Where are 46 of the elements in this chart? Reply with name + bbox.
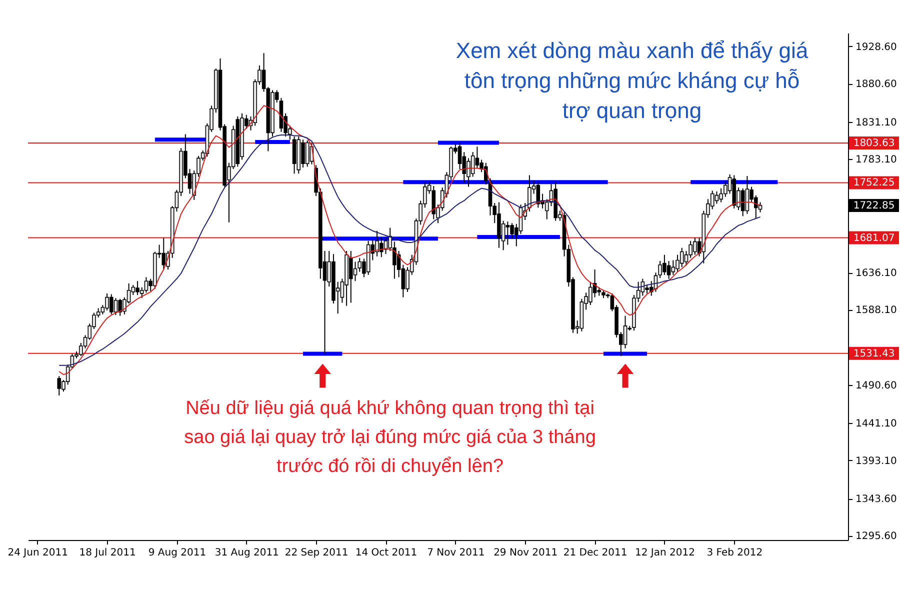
annotation: Nếu dữ liệu giá quá khứ không quan trọng thì tại sao giá lại quay trở lại đúng mức giá của 3 tháng trước đó rồi di chuyển lên? xyxy=(184,398,596,477)
y-tick-label: 1393.10 xyxy=(856,456,897,467)
ref-line-label: 1803.63 xyxy=(853,138,895,150)
ref-line-label: 1531.43 xyxy=(853,348,895,360)
x-tick-label: 31 Aug 2011 xyxy=(214,548,279,558)
y-tick-label: 1588.10 xyxy=(856,305,897,316)
x-tick-label: 7 Nov 2011 xyxy=(427,548,485,558)
x-tick-label: 18 Jul 2011 xyxy=(79,548,136,558)
text: 1722.85 xyxy=(853,200,895,212)
ref-line-label: 1752.25 xyxy=(853,178,895,189)
x-tick-label: 22 Sep 2011 xyxy=(284,548,348,558)
y-tick-label: 1490.60 xyxy=(856,380,897,392)
annotation: Xem xét dòng màu xanh để thấy giá tôn trọng những mức kháng cự hỗ trợ quan trọng xyxy=(456,38,809,123)
x-tick-label: 24 Jun 2011 xyxy=(8,548,68,558)
candlestick xyxy=(305,140,310,168)
candlestick xyxy=(680,247,684,268)
candlestick xyxy=(623,315,628,349)
x-tick-label: 29 Nov 2011 xyxy=(494,548,558,558)
candlestick xyxy=(432,186,436,220)
candlestick xyxy=(506,221,510,246)
candlestick xyxy=(162,237,166,270)
candlestick xyxy=(353,261,358,282)
y-tick-label: 1831.10 xyxy=(856,117,897,128)
y-tick-label: 1783.10 xyxy=(856,154,897,166)
y-tick-label: 1441.10 xyxy=(856,418,897,430)
candlestick xyxy=(714,190,719,204)
y-tick-label: 1928.60 xyxy=(856,42,897,53)
y-tick-label: 1343.60 xyxy=(856,494,897,506)
ref-line-label: 1681.07 xyxy=(853,232,895,244)
x-tick-label: 9 Aug 2011 xyxy=(148,548,206,558)
x-tick-label: 21 Dec 2011 xyxy=(563,548,628,558)
y-tick-label: 1295.60 xyxy=(856,531,897,542)
x-tick-label: 3 Feb 2012 xyxy=(706,548,763,558)
y-tick-label: 1880.60 xyxy=(856,79,897,90)
candlestick xyxy=(458,142,462,170)
candlestick xyxy=(109,294,114,315)
candlestick xyxy=(57,376,62,396)
candlestick xyxy=(292,136,296,174)
candlestick xyxy=(528,174,532,212)
candlestick xyxy=(666,260,671,280)
candlestick xyxy=(144,276,148,294)
x-tick-label: 14 Oct 2011 xyxy=(355,548,418,558)
candlestick xyxy=(379,237,384,258)
x-tick-label: 12 Jan 2012 xyxy=(634,548,695,558)
candlestick xyxy=(114,298,118,316)
y-tick-label: 1636.10 xyxy=(856,268,897,280)
